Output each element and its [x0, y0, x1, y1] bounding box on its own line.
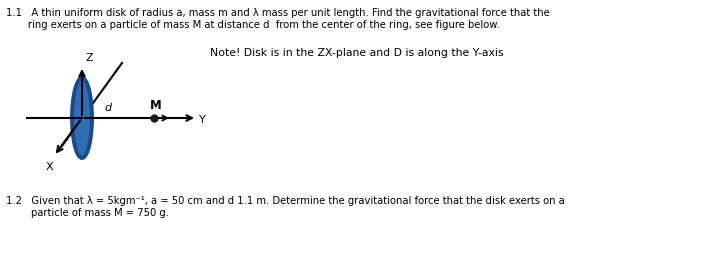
- Text: d: d: [104, 103, 111, 113]
- Text: 1.1   A thin uniform disk of radius a, mass m and λ mass per unit length. Find t: 1.1 A thin uniform disk of radius a, mas…: [6, 8, 550, 18]
- Text: 1.2   Given that λ = 5kgm⁻¹, a = 50 cm and d 1.1 m. Determine the gravitational : 1.2 Given that λ = 5kgm⁻¹, a = 50 cm and…: [6, 196, 564, 206]
- Text: particle of mass M = 750 g.: particle of mass M = 750 g.: [6, 208, 169, 218]
- Text: ring exerts on a particle of mass M at distance d  from the center of the ring, : ring exerts on a particle of mass M at d…: [6, 20, 500, 30]
- Text: Note! Disk is in the ZX-plane and D is along the Y-axis: Note! Disk is in the ZX-plane and D is a…: [210, 48, 503, 58]
- Text: Z: Z: [85, 53, 93, 63]
- Text: X: X: [46, 162, 53, 172]
- Ellipse shape: [72, 78, 92, 158]
- Text: Y: Y: [199, 115, 206, 125]
- Text: M: M: [150, 99, 162, 112]
